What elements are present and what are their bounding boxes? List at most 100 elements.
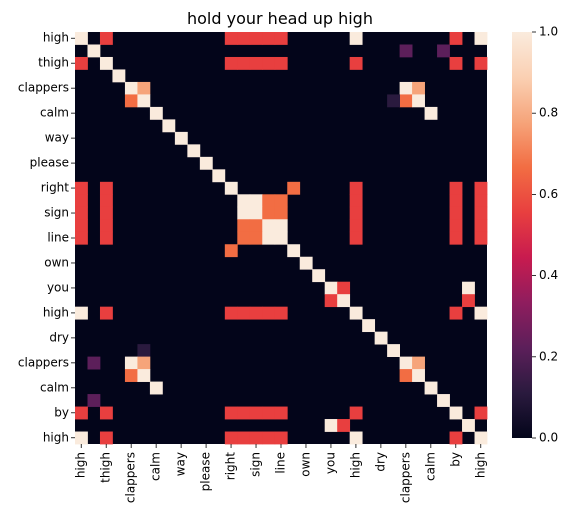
heatmap-cell — [237, 32, 251, 45]
x-tick-label: dry — [373, 452, 387, 472]
heatmap-cell — [249, 194, 263, 208]
heatmap-cell — [462, 294, 475, 308]
heatmap-cell — [462, 281, 475, 295]
heatmap-cell — [224, 244, 238, 258]
y-tick-label: right — [41, 181, 69, 195]
heatmap-cell — [75, 431, 88, 445]
heatmap-cell — [387, 94, 400, 108]
heatmap-cell — [75, 231, 88, 245]
heatmap-cell — [449, 231, 463, 245]
x-tick-label: sign — [249, 452, 263, 477]
heatmap-cell — [274, 56, 288, 70]
y-axis: high thigh clappers calm way please right sign l… — [18, 31, 75, 444]
y-tick-label: high — [43, 430, 69, 444]
heatmap-cell — [262, 219, 276, 233]
heatmap-cell — [249, 32, 263, 45]
heatmap-cell — [337, 419, 351, 432]
y-tick-label: calm — [40, 380, 69, 394]
heatmap-cell — [237, 206, 251, 220]
y-tick-label: calm — [40, 106, 69, 120]
heatmap-cell — [324, 281, 338, 295]
heatmap-cell — [262, 231, 276, 245]
heatmap-cell — [474, 431, 488, 445]
heatmap-cell — [237, 431, 251, 445]
heatmap-cell — [474, 206, 488, 220]
heatmap-cell — [249, 431, 263, 445]
y-tick-label: high — [43, 305, 69, 319]
heatmap-cell — [75, 32, 88, 45]
heatmap-cell — [362, 319, 376, 333]
heatmap-cell — [249, 206, 263, 220]
heatmap-cell — [474, 32, 488, 45]
heatmap-cell — [137, 356, 151, 370]
heatmap-cell — [75, 406, 88, 420]
colorbar-tick-label: 0.4 — [539, 268, 558, 282]
heatmap-cell — [262, 32, 276, 45]
heatmap-cell — [112, 69, 126, 83]
heatmap-cell — [237, 306, 251, 320]
heatmap-cell — [449, 431, 463, 445]
heatmap-cell — [75, 56, 88, 70]
heatmap-cell — [274, 194, 288, 208]
heatmap-cell — [237, 194, 251, 208]
heatmap-cell — [349, 431, 363, 445]
heatmap-cell — [137, 81, 151, 95]
y-tick-label: own — [44, 255, 69, 269]
colorbar-tick-label: 0.6 — [539, 187, 558, 201]
heatmap-cell — [399, 369, 413, 382]
heatmap-cell — [249, 306, 263, 320]
chart-title: hold your head up high — [187, 9, 373, 28]
colorbar-tick-label: 1.0 — [539, 25, 558, 39]
heatmap-cell — [462, 419, 475, 432]
heatmap-cell — [399, 44, 413, 58]
heatmap-cell — [99, 32, 113, 45]
heatmap-cell — [474, 181, 488, 195]
heatmap-cell — [424, 381, 438, 395]
heatmap-cell — [262, 206, 276, 220]
y-tick-label: clappers — [18, 81, 69, 95]
heatmap-cell — [99, 431, 113, 445]
heatmap-cell — [349, 32, 363, 45]
heatmap-cell — [249, 56, 263, 70]
heatmap-cell — [449, 32, 463, 45]
heatmap-cell — [262, 306, 276, 320]
heatmap-cell — [87, 44, 101, 58]
heatmap-cell — [99, 231, 113, 245]
heatmap-cell — [349, 194, 363, 208]
colorbar-gradient — [512, 32, 532, 438]
heatmap-cell — [387, 344, 400, 357]
x-tick-label: high — [473, 452, 487, 478]
heatmap-cell — [399, 94, 413, 108]
heatmap-cell — [349, 231, 363, 245]
y-tick-label: way — [45, 131, 69, 145]
heatmap-cell — [124, 94, 138, 108]
heatmap-cell — [87, 394, 101, 407]
heatmap-cell — [287, 181, 301, 195]
y-tick-label: high — [43, 31, 69, 45]
heatmap-cell — [75, 194, 88, 208]
heatmap-cell — [337, 281, 351, 295]
heatmap-cell — [474, 406, 488, 420]
heatmap-cell — [162, 119, 176, 133]
colorbar: 0.0 0.2 0.4 0.6 0.8 1.0 — [512, 25, 558, 445]
y-tick-label: clappers — [18, 355, 69, 369]
heatmap-cell — [312, 269, 326, 283]
heatmap-cell — [99, 306, 113, 320]
heatmap-cell — [474, 306, 488, 320]
x-tick-label: by — [448, 452, 462, 467]
heatmap-cell — [374, 331, 388, 345]
heatmap-cell — [187, 144, 201, 158]
heatmap-cell — [237, 56, 251, 70]
heatmap-cell — [449, 206, 463, 220]
heatmap-cell — [224, 181, 238, 195]
heatmap-cell — [249, 231, 263, 245]
x-tick-label: own — [298, 452, 312, 477]
heatmap-cell — [349, 406, 363, 420]
heatmap-cell — [237, 219, 251, 233]
heatmap-cell — [474, 231, 488, 245]
heatmap-cell — [274, 306, 288, 320]
heatmap-cell — [237, 231, 251, 245]
heatmap-cell — [149, 106, 163, 120]
x-tick-label: please — [199, 452, 213, 491]
heatmap-cell — [224, 56, 238, 70]
